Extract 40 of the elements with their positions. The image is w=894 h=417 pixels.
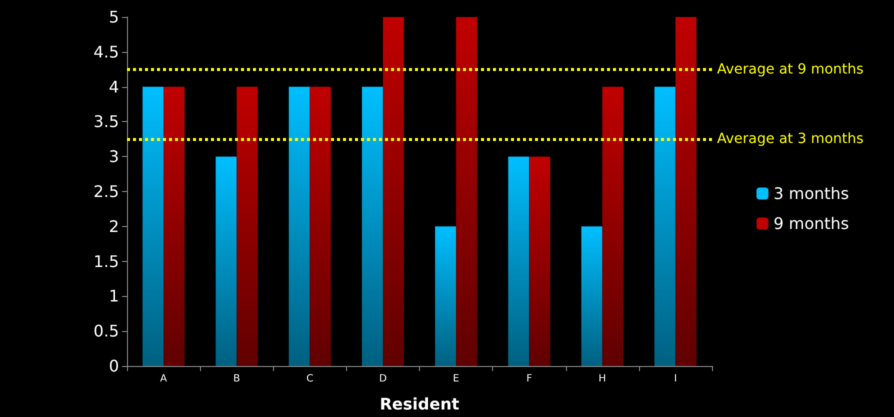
y-tick-label: 4	[108, 77, 119, 96]
bar	[602, 86, 624, 366]
y-tick-label: 1	[108, 286, 119, 306]
legend-label: 9 months	[773, 214, 849, 233]
x-tick-label: F	[526, 374, 532, 384]
bar	[142, 86, 164, 366]
y-tick-label: 3	[108, 147, 119, 166]
bar	[236, 86, 258, 366]
x-tick-label: E	[452, 374, 460, 384]
x-axis-title: Resident	[380, 394, 460, 414]
bar	[508, 156, 530, 366]
y-tick-label: 4.5	[94, 42, 119, 62]
x-tick-label: B	[233, 374, 240, 384]
bar	[581, 226, 602, 366]
bar	[164, 86, 185, 366]
y-tick-label: 1.5	[94, 252, 119, 271]
x-tick-label: H	[598, 374, 606, 384]
bar	[362, 86, 383, 366]
bar	[435, 226, 456, 366]
y-tick-label: 0.5	[94, 322, 119, 341]
bar	[216, 156, 237, 366]
bar	[675, 17, 696, 366]
x-tick-label: I	[674, 374, 677, 384]
bar	[288, 86, 310, 366]
bar	[456, 17, 478, 366]
y-tick-label: 2	[108, 216, 119, 236]
y-tick-label: 5	[108, 8, 119, 26]
legend-label: 3 months	[773, 184, 849, 203]
bar	[382, 17, 404, 366]
ref-line-label: Average at 3 months	[717, 131, 864, 148]
x-tick-label: D	[379, 374, 388, 384]
x-tick-label: A	[160, 374, 168, 384]
bar	[310, 86, 331, 366]
y-tick-label: 0	[108, 356, 119, 376]
bar	[529, 156, 550, 366]
bar	[654, 86, 676, 366]
x-tick-label: C	[306, 374, 314, 384]
ref-line-label: Average at 9 months	[717, 61, 864, 78]
y-tick-label: 3.5	[94, 112, 119, 132]
y-tick-label: 2.5	[94, 182, 119, 201]
